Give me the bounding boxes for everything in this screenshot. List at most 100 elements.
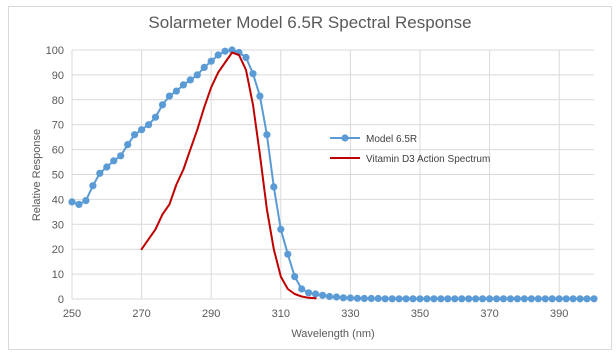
series-1-point: [249, 70, 257, 78]
legend-label-1: Model 6.5R: [366, 134, 417, 145]
x-tick-label-330: 330: [341, 308, 359, 320]
legend: Model 6.5R Vitamin D3 Action Spectrum: [330, 134, 490, 165]
series-1-point: [479, 295, 487, 303]
series-1-point: [89, 182, 97, 190]
series-1-point: [513, 295, 522, 303]
series-1-point: [465, 295, 473, 303]
series-1-point: [103, 163, 111, 171]
series-1-point: [96, 169, 104, 177]
series-1-point: [193, 71, 201, 79]
series-layer: [68, 46, 598, 303]
series-1-point: [145, 121, 153, 129]
series-1-point: [437, 295, 445, 303]
series-1-point: [423, 295, 431, 303]
y-tick-label-10: 10: [52, 269, 64, 281]
y-tick-label-60: 60: [52, 145, 64, 157]
series-1-point: [242, 53, 250, 62]
y-tick-label-0: 0: [58, 294, 64, 306]
y-tick-label-50: 50: [52, 170, 64, 182]
series-1-point: [451, 295, 459, 303]
series-1-point: [214, 51, 222, 59]
y-tick-label-80: 80: [52, 95, 64, 107]
series-1-point: [374, 294, 382, 303]
y-tick-label-30: 30: [52, 219, 64, 231]
series-1-point: [381, 295, 389, 303]
series-2-line: [140, 51, 317, 300]
series-1-point: [499, 295, 508, 303]
series-1-point: [200, 63, 208, 71]
y-tick-label-100: 100: [46, 45, 64, 57]
y-tick-label-40: 40: [52, 194, 64, 206]
series-1-point: [506, 295, 515, 303]
series-1-point: [458, 295, 466, 303]
y-tick-label-90: 90: [52, 70, 64, 82]
series-1-point: [472, 295, 480, 303]
series-1-point: [395, 295, 403, 303]
y-tick-label-20: 20: [52, 244, 64, 256]
y-tick-label-70: 70: [52, 120, 64, 132]
legend-marker-1: [341, 134, 349, 142]
series-1-point: [256, 92, 264, 100]
series-1-point: [138, 126, 146, 134]
series-1-point: [576, 295, 584, 303]
series-1-point: [402, 295, 410, 303]
x-tick-label-310: 310: [272, 308, 290, 320]
series-1-point: [82, 197, 90, 205]
series-1-point: [124, 141, 132, 149]
series-1-point: [346, 294, 354, 302]
series-1-point: [486, 295, 494, 303]
series-1-point: [590, 295, 598, 303]
x-tick-label-290: 290: [202, 308, 220, 320]
x-tick-label-250: 250: [63, 308, 81, 320]
series-1-point: [527, 295, 536, 303]
series-1-point: [339, 294, 347, 302]
series-1-point: [117, 152, 125, 160]
series-1-point: [186, 76, 194, 84]
x-tick-label-390: 390: [550, 308, 568, 320]
series-1-point: [534, 295, 542, 303]
series-1-point: [555, 295, 563, 303]
y-axis-title: Relative Response: [31, 129, 43, 221]
series-1-point: [312, 290, 320, 298]
chart-title: Solarmeter Model 6.5R Spectral Response: [148, 13, 471, 32]
series-1-point: [493, 295, 501, 303]
series-1-point: [228, 46, 236, 54]
series-1-point: [305, 289, 313, 297]
series-1-point: [319, 291, 327, 299]
legend-label-2: Vitamin D3 Action Spectrum: [366, 154, 490, 165]
series-1-point: [151, 113, 160, 121]
series-1-point: [75, 200, 83, 208]
series-1-point: [263, 131, 271, 139]
series-1-point: [68, 198, 76, 206]
series-1-point: [583, 295, 591, 303]
series-1-point: [409, 295, 417, 303]
series-1-point: [353, 294, 361, 302]
series-1-point: [207, 57, 215, 65]
series-1-point: [298, 285, 306, 293]
series-1-point: [416, 295, 424, 303]
series-1-point: [165, 92, 173, 100]
series-1-point: [332, 293, 341, 301]
series-1-point: [172, 87, 180, 95]
series-1-point: [520, 295, 529, 303]
series-1-point: [325, 292, 334, 301]
series-1-point: [569, 295, 577, 303]
x-axis-title: Wavelength (nm): [291, 328, 374, 340]
series-1-point: [388, 295, 396, 303]
gridlines: [71, 49, 594, 300]
series-1-point: [291, 273, 299, 281]
x-tick-label-270: 270: [132, 308, 150, 320]
series-1-point: [548, 295, 556, 303]
series-1-point: [284, 250, 292, 258]
series-1-point: [277, 225, 285, 233]
series-1-point: [360, 294, 368, 303]
series-1-point: [367, 294, 375, 303]
series-1-point: [221, 47, 229, 55]
series-1-point: [110, 157, 118, 165]
x-tick-label-350: 350: [411, 308, 429, 320]
series-1-point: [444, 295, 452, 303]
series-1-point: [158, 101, 167, 109]
series-1-point: [541, 295, 549, 303]
series-1-point: [131, 131, 139, 139]
